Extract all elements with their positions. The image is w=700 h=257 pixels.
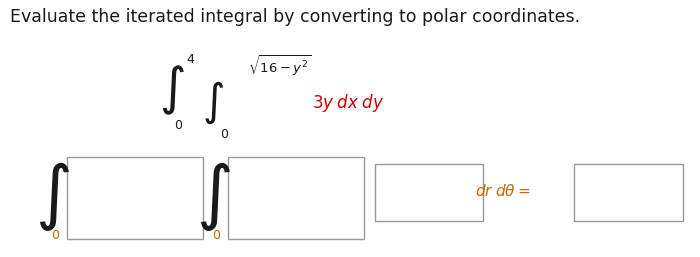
Text: $0$: $0$ — [212, 229, 222, 242]
Text: $4$: $4$ — [186, 53, 195, 66]
Text: $\int$: $\int$ — [35, 160, 70, 233]
Text: Evaluate the iterated integral by converting to polar coordinates.: Evaluate the iterated integral by conver… — [10, 8, 580, 26]
Bar — [66, 157, 203, 239]
Text: $\sqrt{16-y^2}$: $\sqrt{16-y^2}$ — [248, 53, 312, 78]
Text: $dr\;d\theta =$: $dr\;d\theta =$ — [475, 183, 530, 199]
Text: $0$: $0$ — [174, 120, 183, 132]
Text: $0$: $0$ — [51, 229, 61, 242]
Bar — [574, 164, 682, 221]
Bar — [228, 157, 364, 239]
Text: $\int$: $\int$ — [159, 63, 184, 117]
Text: $3y\;dx\;dy$: $3y\;dx\;dy$ — [312, 92, 384, 114]
Text: $\int$: $\int$ — [202, 80, 225, 126]
Text: $\int$: $\int$ — [196, 160, 231, 233]
Text: $0$: $0$ — [220, 128, 230, 141]
Bar — [374, 164, 483, 221]
